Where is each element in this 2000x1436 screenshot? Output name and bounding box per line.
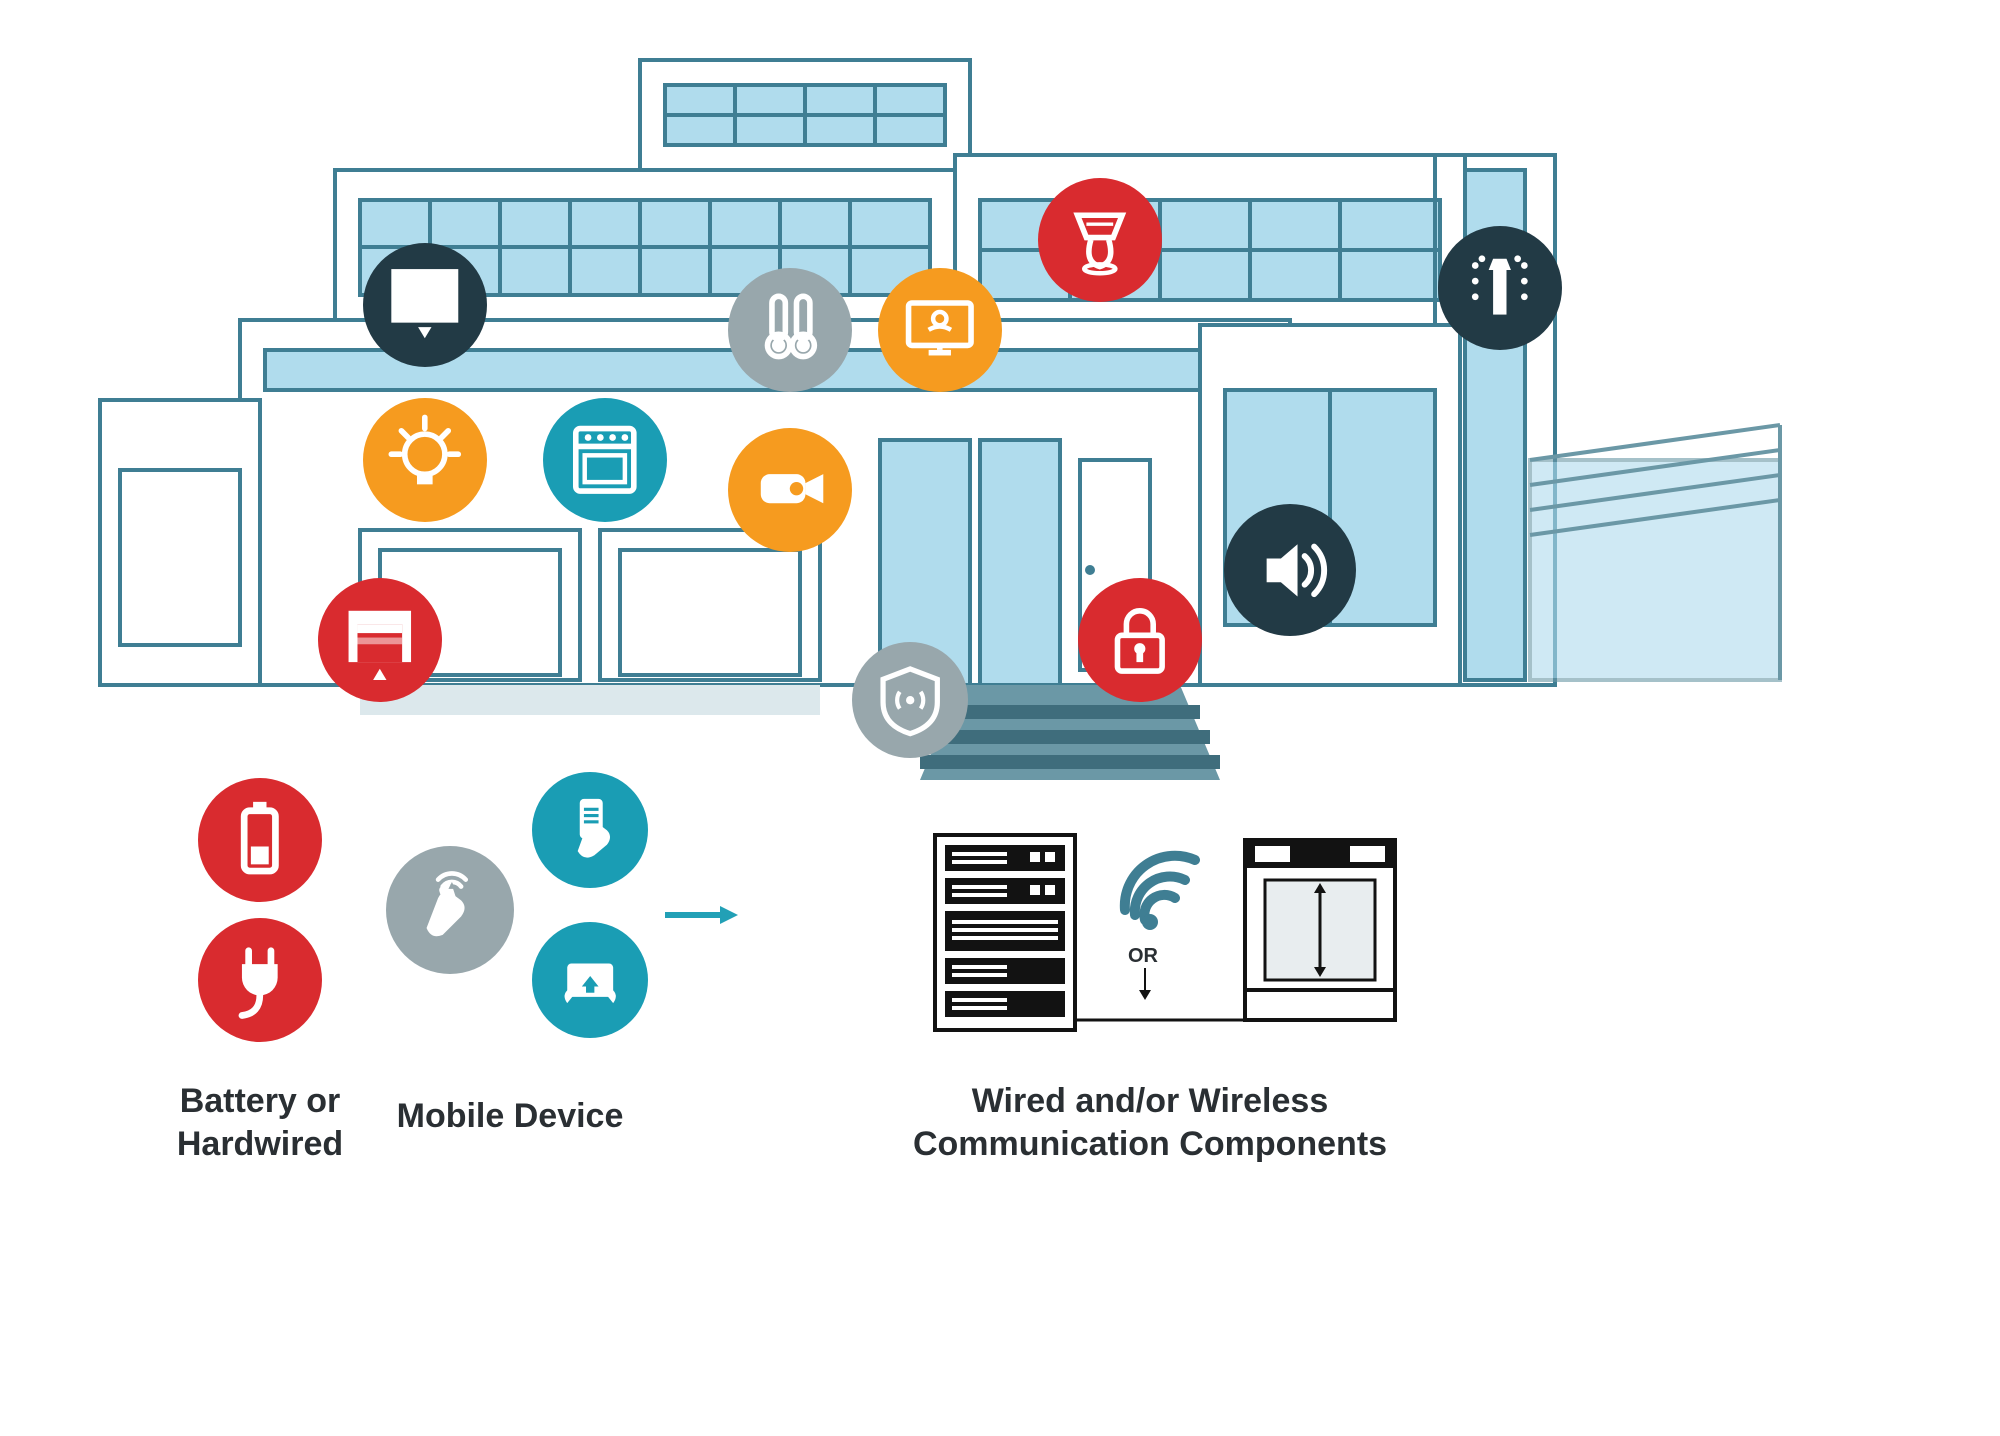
- battery-icon: [198, 778, 322, 902]
- lamp-icon: [1038, 178, 1162, 302]
- shield-icon: [852, 642, 968, 758]
- wifi-icon: [1105, 840, 1215, 930]
- bottom-row: OR Battery orHardwired Mobile Device Wir…: [0, 770, 2000, 1390]
- control-panel: [1240, 835, 1400, 1025]
- mobile-label: Mobile Device: [370, 1095, 650, 1138]
- server-rack: [930, 830, 1080, 1035]
- tv-icon: [878, 268, 1002, 392]
- garage-icon: [318, 578, 442, 702]
- lock-icon: [1078, 578, 1202, 702]
- tablet-icon: [532, 922, 648, 1038]
- thermostat-icon: [728, 268, 852, 392]
- infographic-canvas: OR Battery orHardwired Mobile Device Wir…: [0, 0, 2000, 1436]
- comm-label: Wired and/or WirelessCommunication Compo…: [880, 1080, 1420, 1165]
- plug-icon: [198, 918, 322, 1042]
- speaker-icon: [1224, 504, 1356, 636]
- camera-icon: [728, 428, 852, 552]
- or-arrow-down: [1135, 968, 1155, 1003]
- flow-arrow: [660, 900, 740, 930]
- light-icon: [363, 398, 487, 522]
- shades-icon: [363, 243, 487, 367]
- or-label: OR: [1128, 945, 1158, 968]
- battery-label: Battery orHardwired: [150, 1080, 370, 1165]
- oven-icon: [543, 398, 667, 522]
- remote-icon: [386, 846, 514, 974]
- sprinkler-icon: [1438, 226, 1562, 350]
- phone-icon: [532, 772, 648, 888]
